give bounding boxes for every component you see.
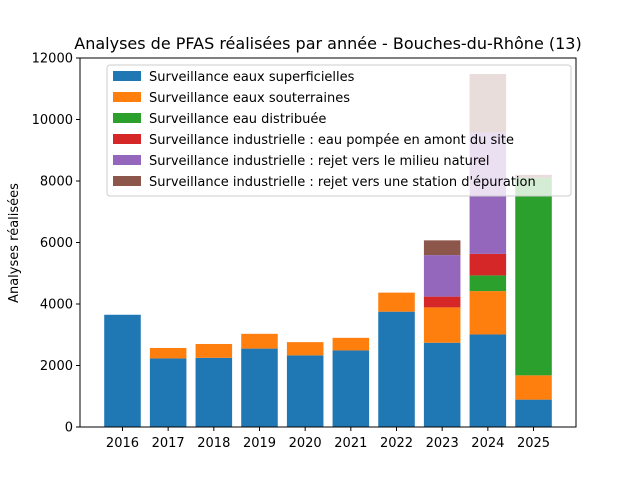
legend-label-5: Surveillance industrielle : rejet vers u… <box>149 175 536 190</box>
legend-label-4: Surveillance industrielle : rejet vers l… <box>149 154 490 169</box>
bar-2023-series-0 <box>423 342 461 427</box>
x-tick-label-2018: 2018 <box>197 436 230 451</box>
bar-2024-series-2 <box>469 275 507 292</box>
legend-frame <box>106 64 572 197</box>
bar-2022-series-0 <box>378 311 415 427</box>
y-tick-label-2000: 2000 <box>40 359 73 374</box>
bar-2024-series-1 <box>469 291 507 335</box>
x-tick-label-2022: 2022 <box>380 436 413 451</box>
legend-swatch-0 <box>113 71 141 81</box>
x-tick-label-2021: 2021 <box>334 436 367 451</box>
legend-swatch-1 <box>113 92 141 102</box>
legend-swatch-4 <box>113 155 141 165</box>
legend: Surveillance eaux superficielles Surveill… <box>106 64 572 197</box>
bar-2023-series-3 <box>423 296 461 308</box>
bar-2023-series-4 <box>423 255 461 297</box>
bar-2025-series-2 <box>515 177 552 376</box>
legend-swatch-2 <box>113 113 141 123</box>
bar-2023-series-1 <box>423 307 461 343</box>
bar-2017-series-1 <box>149 347 187 359</box>
bar-2025-series-1 <box>515 375 552 400</box>
x-tick-label-2017: 2017 <box>152 436 185 451</box>
x-tick-label-2020: 2020 <box>289 436 322 451</box>
legend-swatch-5 <box>113 176 141 186</box>
bar-2020-series-1 <box>286 342 324 356</box>
bar-2024-series-3 <box>469 253 507 276</box>
y-tick-label-10000: 10000 <box>32 113 73 128</box>
x-tick-label-2024: 2024 <box>471 436 504 451</box>
bar-2024-series-0 <box>469 334 507 427</box>
y-axis-label: Analyses réalisées <box>7 183 22 303</box>
y-tick-label-8000: 8000 <box>40 175 73 190</box>
x-tick-label-2025: 2025 <box>517 436 550 451</box>
y-tick-label-6000: 6000 <box>40 236 73 251</box>
legend-label-2: Surveillance eau distribuée <box>149 112 326 127</box>
bar-2019-series-0 <box>241 348 278 427</box>
bar-2019-series-1 <box>241 333 278 349</box>
legend-label-3: Surveillance industrielle : eau pompée e… <box>149 133 514 148</box>
bar-2022-series-1 <box>378 292 415 312</box>
x-tick-label-2019: 2019 <box>243 436 276 451</box>
bar-2016-series-0 <box>104 314 141 427</box>
x-tick-label-2016: 2016 <box>106 436 139 451</box>
x-tick-label-2023: 2023 <box>426 436 459 451</box>
bar-2021-series-0 <box>332 350 370 427</box>
y-tick-label-0: 0 <box>65 421 73 436</box>
chart-title: Analyses de PFAS réalisées par année - B… <box>74 34 581 53</box>
legend-label-0: Surveillance eaux superficielles <box>149 70 355 85</box>
bar-2020-series-0 <box>286 355 324 427</box>
legend-label-1: Surveillance eaux souterraines <box>149 91 350 106</box>
bar-2023-series-5 <box>423 240 461 256</box>
bar-2017-series-0 <box>149 358 187 427</box>
y-tick-label-12000: 12000 <box>32 52 73 67</box>
bar-2021-series-1 <box>332 337 370 351</box>
bar-2018-series-1 <box>195 343 233 358</box>
bar-2025-series-0 <box>515 399 552 427</box>
bar-2018-series-0 <box>195 357 233 427</box>
legend-swatch-3 <box>113 134 141 144</box>
y-tick-label-4000: 4000 <box>40 298 73 313</box>
